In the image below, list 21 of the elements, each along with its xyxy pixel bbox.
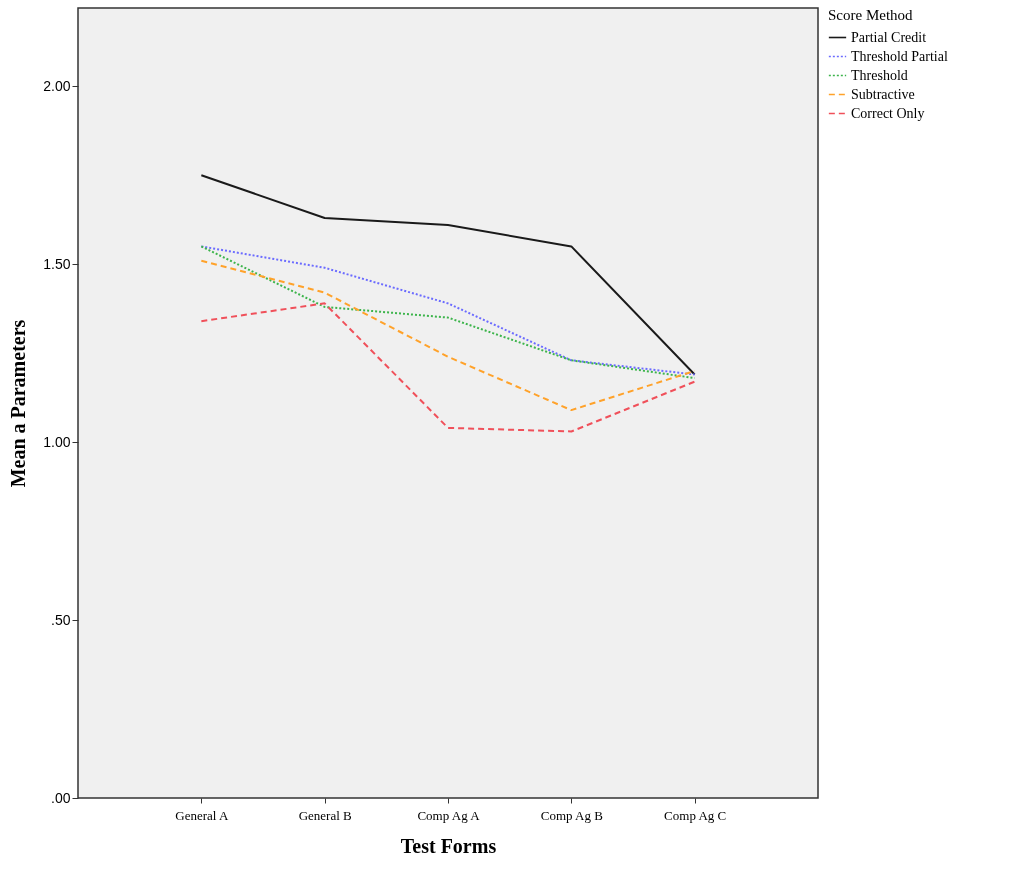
line-series <box>200 259 696 412</box>
y-tick-label: .00 <box>51 789 71 806</box>
legend-label: Threshold Partial <box>851 48 948 64</box>
legend-label: Correct Only <box>851 105 925 121</box>
line-series <box>200 302 696 433</box>
legend-label: Subtractive <box>851 86 915 102</box>
y-tick-label: 1.00 <box>43 433 71 450</box>
x-tick-label: Comp Ag B <box>540 807 604 823</box>
y-tick-label: .50 <box>51 611 71 628</box>
x-tick-label: Comp Ag C <box>664 807 727 823</box>
legend-label: Threshold <box>851 67 908 83</box>
legend-label: Partial Credit <box>851 29 927 45</box>
x-tick-label: Comp Ag A <box>417 807 481 823</box>
legend-title: Score Method <box>828 7 914 23</box>
x-tick-label: General B <box>298 807 353 823</box>
x-axis-title: Test Forms <box>400 834 497 857</box>
x-tick-label: General A <box>175 807 229 823</box>
y-tick-label: 2.00 <box>43 77 71 94</box>
line-series <box>200 174 696 376</box>
y-tick-label: 1.50 <box>43 255 71 272</box>
y-axis-title: Mean a Parameters <box>7 319 30 488</box>
